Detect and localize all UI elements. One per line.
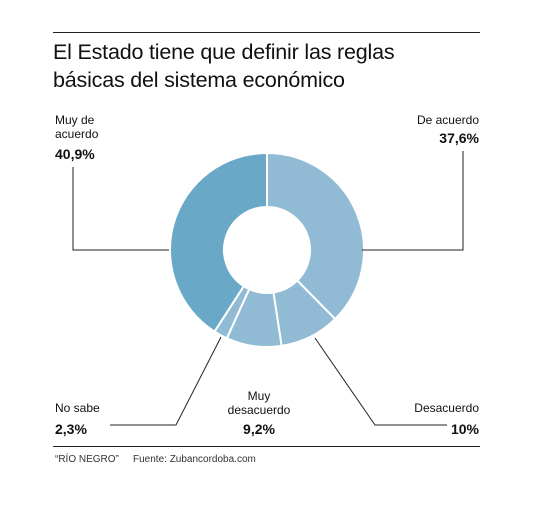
- leader-line-de-acuerdo: [362, 151, 464, 251]
- donut-slices: [169, 151, 365, 348]
- leader-line-desacuerdo: [314, 337, 447, 426]
- label-muy-desacuerdo: Muy desacuerdo: [204, 389, 314, 417]
- label-desacuerdo: Desacuerdo: [414, 401, 479, 415]
- value-muy-de-acuerdo: 40,9%: [55, 146, 95, 162]
- value-muy-desacuerdo: 9,2%: [243, 421, 275, 437]
- label-muy-de-acuerdo-line2: acuerdo: [55, 127, 99, 141]
- label-de-acuerdo: De acuerdo: [416, 113, 479, 127]
- label-muy-desacuerdo-line1: Muy: [247, 389, 271, 403]
- bottom-rule: [53, 446, 480, 447]
- label-no-sabe: No sabe: [55, 401, 100, 415]
- label-muy-de-acuerdo: Muy de acuerdo: [55, 113, 98, 141]
- value-no-sabe: 2,3%: [55, 421, 87, 437]
- label-muy-desacuerdo-line2: desacuerdo: [227, 403, 291, 417]
- leader-lines: [72, 151, 464, 426]
- source-text: Fuente: Zubancordoba.com: [133, 454, 256, 465]
- title-line-2: básicas del sistema económico: [53, 68, 345, 92]
- value-de-acuerdo: 37,6%: [439, 130, 479, 146]
- chart-title: El Estado tiene que definir las reglas b…: [53, 38, 483, 94]
- source-outlet: “RÍO NEGRO”: [55, 454, 119, 465]
- top-rule: [53, 32, 480, 33]
- value-desacuerdo: 10%: [450, 421, 479, 437]
- title-line-1: El Estado tiene que definir las reglas: [53, 40, 395, 64]
- donut-slice-muy-de-acuerdo: [169, 151, 268, 333]
- donut-slice-de-acuerdo: [266, 151, 365, 321]
- leader-line-muy-de-acuerdo: [72, 167, 169, 251]
- leader-line-no-sabe: [110, 336, 222, 426]
- label-muy-de-acuerdo-line1: Muy de: [55, 113, 95, 127]
